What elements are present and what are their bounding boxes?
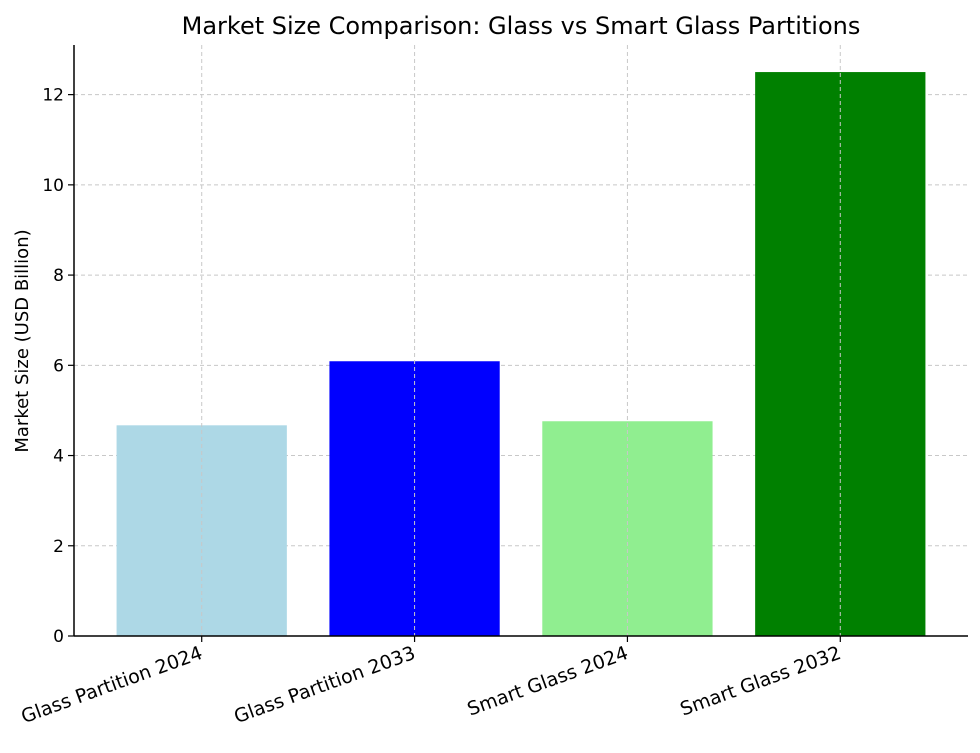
y-tick-label: 8 — [53, 266, 64, 286]
chart-title: Market Size Comparison: Glass vs Smart G… — [182, 12, 861, 40]
y-tick-label: 10 — [42, 176, 64, 196]
x-tick-label: Glass Partition 2033 — [231, 642, 418, 728]
y-axis-label: Market Size (USD Billion) — [12, 229, 33, 452]
x-tick-label: Glass Partition 2024 — [18, 642, 205, 728]
x-tick-label: Smart Glass 2024 — [464, 642, 631, 721]
y-tick-label: 2 — [53, 537, 64, 557]
y-tick-label: 4 — [53, 447, 64, 467]
x-tick-label: Smart Glass 2032 — [677, 642, 844, 721]
bar — [329, 361, 500, 636]
y-tick-label: 12 — [42, 86, 64, 106]
bars — [116, 72, 926, 636]
vertical-grid — [201, 45, 841, 636]
y-tick-label: 6 — [53, 356, 64, 376]
y-tick-label: 0 — [53, 627, 64, 647]
axes — [73, 45, 968, 637]
